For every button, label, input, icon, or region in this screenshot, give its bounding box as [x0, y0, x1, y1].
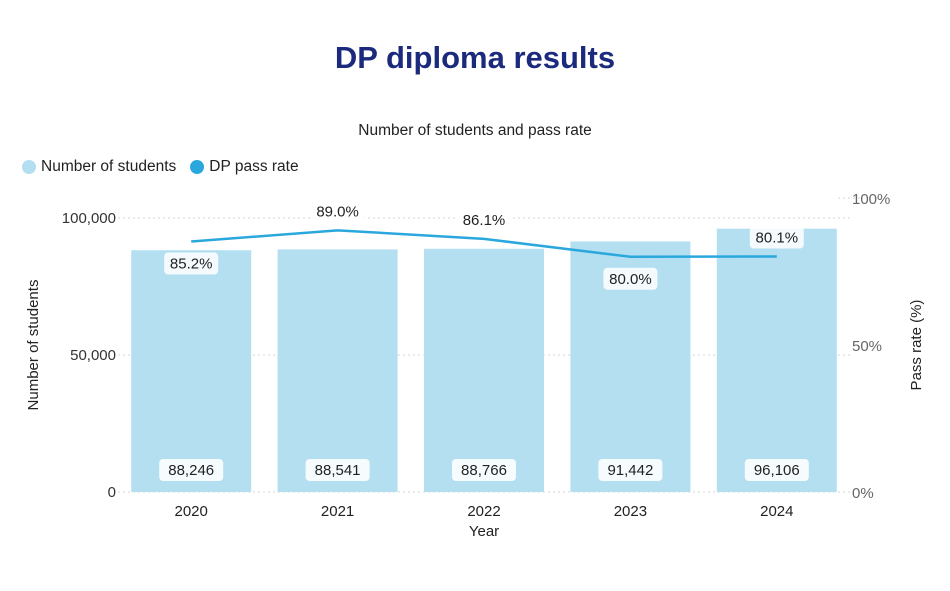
bar: [424, 248, 544, 492]
bar-value-label: 88,766: [461, 462, 507, 479]
chart-subtitle: Number of students and pass rate: [358, 122, 592, 139]
pass-rate-line: [191, 229, 777, 259]
line-label-box: [603, 267, 658, 290]
bar-label-box: [744, 459, 809, 481]
bar-value-label: 91,442: [607, 462, 653, 479]
y-right-tick-label: 100%: [852, 191, 890, 208]
x-axis-title: Year: [469, 523, 499, 540]
page-title: DP diploma results: [334, 40, 616, 75]
y-right-axis-title: Pass rate (%): [908, 300, 925, 391]
bar-label-box: [598, 459, 663, 481]
line-value-label: 80.1%: [756, 230, 799, 247]
line-label-box: [749, 226, 804, 249]
line-value-label: 89.0%: [316, 203, 359, 220]
bar-value-label: 96,106: [754, 462, 800, 479]
line-label-box: [457, 208, 511, 231]
legend-label-pass-rate: DP pass rate: [209, 158, 299, 175]
y-right-tick-label: 0%: [852, 485, 874, 502]
line-label-box: [310, 200, 365, 223]
bar: [716, 228, 837, 492]
bar-value-label: 88,541: [315, 462, 361, 479]
y-tick-label: 0: [108, 484, 116, 501]
x-tick-label: 2024: [760, 503, 793, 520]
x-tick-label: 2021: [321, 503, 354, 520]
y-axis-title: Number of students: [25, 280, 42, 411]
legend-item-pass-rate[interactable]: DP pass rate: [190, 158, 299, 176]
bar-label-box: [305, 459, 370, 481]
bar-label-box: [159, 459, 224, 481]
x-tick-label: 2023: [614, 503, 647, 520]
line-value-label: 86.1%: [463, 212, 506, 229]
line-value-label: 80.0%: [609, 271, 652, 288]
y-right-tick-label: 50%: [852, 338, 882, 355]
legend-item-students[interactable]: Number of students: [22, 158, 176, 176]
bar-label-box: [452, 459, 516, 481]
legend-dot-pass-rate: [190, 160, 205, 174]
y-tick-label: 50,000: [70, 347, 116, 364]
line-label-box: [164, 252, 219, 275]
x-tick-label: 2022: [467, 503, 500, 520]
line-value-label: 85.2%: [170, 256, 213, 273]
bar: [277, 249, 398, 492]
bar: [131, 250, 252, 492]
bar-value-label: 88,246: [168, 462, 214, 479]
legend-label-students: Number of students: [41, 158, 177, 175]
legend-dot-students: [22, 160, 36, 174]
x-tick-label: 2020: [175, 503, 208, 520]
chart-legend: Number of students DP pass rate: [22, 158, 313, 176]
y-tick-label: 100,000: [62, 210, 116, 227]
